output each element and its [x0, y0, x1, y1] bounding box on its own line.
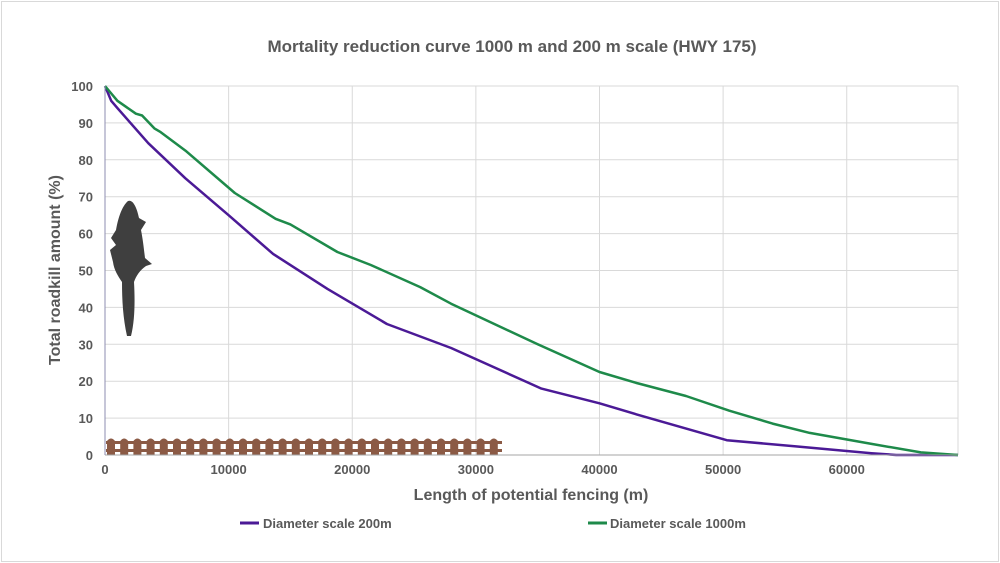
x-axis-label: Length of potential fencing (m) [414, 487, 649, 504]
fence-picket [331, 438, 340, 455]
x-tick-label: 50000 [705, 462, 741, 477]
x-tick-label: 20000 [334, 462, 370, 477]
series-line-200m [103, 85, 958, 457]
fence-picket [252, 438, 261, 455]
fence-picket [186, 438, 195, 455]
y-tick-label: 0 [86, 448, 93, 463]
series-line-1000m [104, 85, 959, 457]
fence-picket [384, 438, 393, 455]
fence-picket [199, 438, 208, 455]
y-tick-label: 60 [79, 227, 93, 242]
fence-picket [239, 438, 247, 455]
y-tick-label: 40 [79, 300, 93, 315]
legend: Diameter scale 200m Diameter scale 1000m [240, 516, 746, 531]
series-lines [103, 85, 959, 457]
y-tick-label: 20 [79, 374, 93, 389]
fence-picket [357, 438, 366, 455]
fence-picket [291, 438, 300, 455]
fence-picket [265, 438, 274, 455]
y-axis-label: Total roadkill amount (%) [47, 175, 64, 365]
fence-picket [410, 438, 419, 455]
x-tick-label: 30000 [458, 462, 494, 477]
fence-picket [278, 438, 287, 455]
y-tick-label: 70 [79, 190, 93, 205]
x-tick-label: 0 [101, 462, 108, 477]
fence-picket [146, 438, 155, 455]
y-tick-label: 10 [79, 411, 93, 426]
fence-picket [107, 438, 115, 455]
y-tick-label: 80 [79, 153, 93, 168]
fence-picket [344, 438, 353, 455]
tick-labels: 0 10 20 30 40 50 60 70 80 90 100 0 10000 20000 30000 40… [71, 79, 865, 477]
fence-icon [106, 438, 502, 455]
x-tick-label: 10000 [211, 462, 247, 477]
fence-picket [463, 438, 472, 455]
x-tick-label: 40000 [581, 462, 617, 477]
fence-picket [173, 438, 181, 455]
y-tick-label: 100 [71, 79, 93, 94]
fence-picket [133, 438, 142, 455]
fence-picket [120, 438, 129, 455]
fence-picket [212, 438, 221, 455]
fence-picket [397, 438, 406, 455]
legend-label-200m: Diameter scale 200m [263, 516, 392, 531]
fence-picket [318, 438, 327, 455]
fence-picket [371, 438, 379, 455]
chart-title: Mortality reduction curve 1000 m and 200… [267, 37, 756, 56]
x-tick-label: 60000 [829, 462, 865, 477]
fence-picket [305, 438, 313, 455]
y-tick-label: 50 [79, 264, 93, 279]
fence-picket [225, 438, 234, 455]
y-tick-label: 90 [79, 116, 93, 131]
rat-silhouette-icon [110, 200, 152, 336]
fence-picket [450, 438, 459, 455]
fence-picket [489, 438, 498, 455]
fence-picket [159, 438, 168, 455]
fence-picket [437, 438, 445, 455]
gridlines [104, 85, 959, 456]
legend-label-1000m: Diameter scale 1000m [610, 516, 746, 531]
fence-picket [476, 438, 485, 455]
fence-picket [423, 438, 432, 455]
y-tick-label: 30 [79, 337, 93, 352]
